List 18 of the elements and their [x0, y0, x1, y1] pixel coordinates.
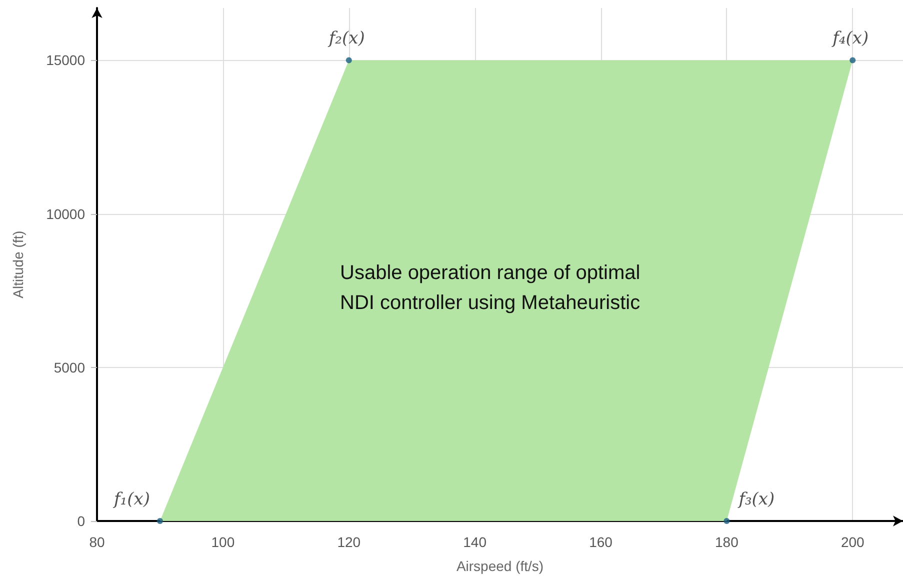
x-tick-label: 100 [211, 534, 235, 550]
annotation: f₂(x) [326, 28, 365, 49]
x-tick-label: 140 [463, 534, 487, 550]
x-tick-label: 180 [715, 534, 739, 550]
annotation: f₃(x) [736, 490, 775, 510]
y-tick-label: 0 [77, 513, 86, 529]
x-tick-label: 160 [589, 534, 613, 550]
annotation: f₄(x) [830, 28, 869, 49]
annotation: Usable operation range of optimal NDI controller using Metaheuristic [340, 262, 640, 314]
y-tick-label: 5000 [54, 359, 86, 376]
x-tick-label: 120 [337, 534, 361, 550]
x-tick-label: 200 [840, 534, 865, 550]
y-tick-label: 15000 [46, 52, 86, 68]
annotation: f₁(x) [112, 490, 150, 510]
x-tick-label: 80 [89, 534, 105, 550]
x-axis-title: Airspeed (ft/s) [456, 558, 544, 574]
y-tick-label: 10000 [46, 206, 86, 222]
y-axis-title: Altitude (ft) [10, 230, 26, 298]
